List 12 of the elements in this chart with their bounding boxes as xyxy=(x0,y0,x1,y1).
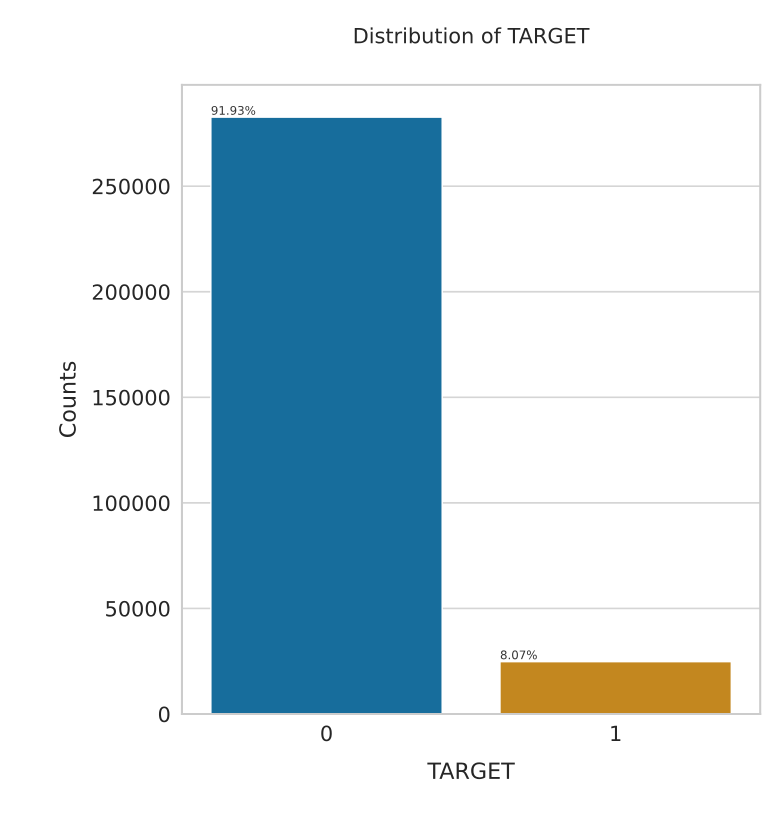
y-tick-label: 100000 xyxy=(94,495,170,512)
annotation: 91.93% xyxy=(212,106,256,115)
y-tick-label: 200000 xyxy=(92,284,170,300)
y-axis-title: Counts xyxy=(59,362,76,437)
y-tick-label: 250000 xyxy=(92,178,170,194)
chart-title: Distribution of TARGET xyxy=(354,27,590,44)
x-tick-label: 1 xyxy=(611,726,620,741)
y-tick-label: 50000 xyxy=(106,600,170,617)
x-axis-title: TARGET xyxy=(427,762,515,780)
annotation: 8.07% xyxy=(500,650,537,660)
y-tick-label: 150000 xyxy=(94,390,170,406)
y-tick-label: 0 xyxy=(158,706,170,722)
